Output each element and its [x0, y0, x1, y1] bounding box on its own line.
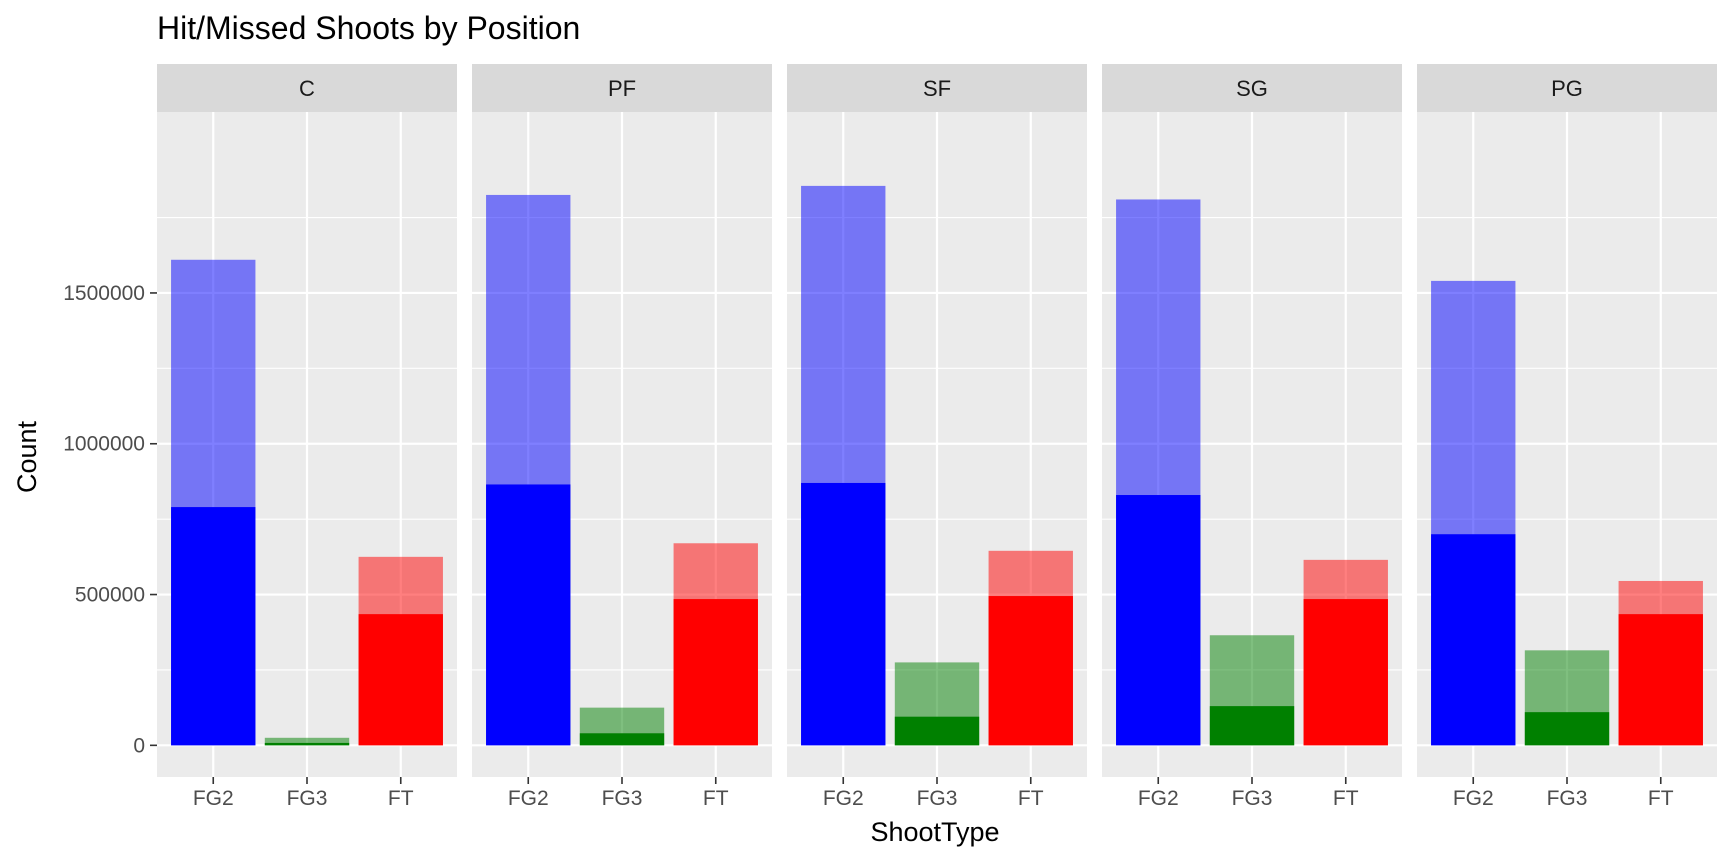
- x-tick-label: FT: [1333, 787, 1359, 810]
- y-tick-label: 1500000: [63, 282, 145, 305]
- facet-strip-label: C: [299, 76, 315, 101]
- x-tick-label: FG2: [508, 787, 549, 810]
- bar-made-fg2-sg: [1116, 495, 1201, 746]
- x-tick-label: FG2: [823, 787, 864, 810]
- facet-panel-c: C FG2 FG3 FT: [157, 64, 457, 810]
- facet-strip: [472, 64, 772, 112]
- bar-made-fg2-sf: [801, 482, 886, 746]
- facet-strip-label: SG: [1236, 76, 1268, 101]
- facet-panel-sf: SF FG2 FG3 FT: [787, 64, 1087, 810]
- x-tick-label: FG3: [917, 787, 958, 810]
- bar-made-ft-c: [358, 614, 443, 746]
- bar-made-fg2-pf: [486, 484, 571, 746]
- x-tick-label: FG3: [1547, 787, 1588, 810]
- x-axis-title: ShootType: [870, 817, 999, 847]
- bar-made-ft-sf: [988, 596, 1073, 746]
- bar-made-fg3-pf: [579, 733, 665, 746]
- facet-panel-sg: SG FG2 FG3 FT: [1102, 64, 1402, 810]
- x-tick-label: FG2: [1138, 787, 1179, 810]
- bar-made-fg3-sf: [894, 716, 980, 746]
- bar-made-fg2-pg: [1431, 534, 1516, 746]
- facet-strip: [787, 64, 1087, 112]
- x-tick-label: FG2: [1453, 787, 1494, 810]
- bar-made-fg3-pg: [1524, 712, 1610, 746]
- facet-strip-label: PF: [608, 76, 636, 101]
- bar-made-ft-sg: [1303, 599, 1388, 746]
- x-tick-label: FT: [1018, 787, 1044, 810]
- x-tick-label: FT: [388, 787, 414, 810]
- bar-made-fg3-sg: [1209, 706, 1295, 746]
- x-tick-label: FG3: [1232, 787, 1273, 810]
- x-tick-label: FT: [703, 787, 729, 810]
- x-tick-label: FG2: [193, 787, 234, 810]
- facet-strip: [1417, 64, 1717, 112]
- x-tick-label: FG3: [602, 787, 643, 810]
- bar-made-ft-pg: [1618, 614, 1703, 746]
- bar-made-fg3-c: [264, 742, 350, 746]
- facet-strip: [157, 64, 457, 112]
- bar-attempted-fg3-c: [264, 737, 350, 746]
- y-tick-label: 0: [133, 734, 145, 757]
- facet-strip-label: PG: [1551, 76, 1583, 101]
- y-axis-title: Count: [12, 420, 42, 493]
- y-tick-label: 500000: [75, 584, 145, 607]
- y-tick-label: 1000000: [63, 433, 145, 456]
- facet-panel-pf: PF FG2 FG3 FT: [472, 64, 772, 810]
- x-tick-label: FT: [1648, 787, 1674, 810]
- chart-title: Hit/Missed Shoots by Position: [157, 10, 580, 46]
- bar-made-fg2-c: [171, 507, 256, 746]
- bar-made-ft-pf: [673, 599, 758, 746]
- facet-strip: [1102, 64, 1402, 112]
- facet-panel-pg: PG FG2 FG3 FT: [1417, 64, 1717, 810]
- facet-strip-label: SF: [923, 76, 951, 101]
- y-axis: 0 500000 1000000 1500000: [63, 282, 157, 757]
- x-tick-label: FG3: [287, 787, 328, 810]
